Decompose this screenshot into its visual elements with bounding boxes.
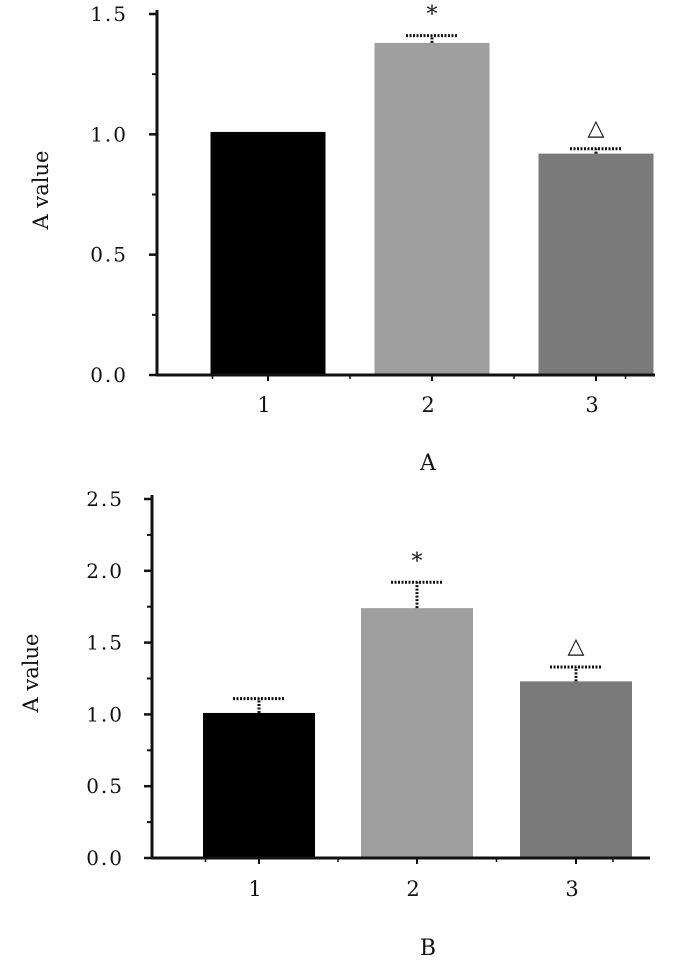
x-tick-label: 3 [565, 877, 578, 901]
significance-mark-3: △ [568, 634, 585, 659]
bar-2 [374, 42, 490, 375]
y-axis-title: A value [29, 151, 53, 231]
bar-1 [203, 712, 315, 858]
panel-label: B [420, 936, 436, 961]
significance-mark-3: △ [588, 116, 605, 141]
bar-1 [210, 131, 326, 375]
bar-3 [520, 681, 632, 858]
y-tick-label: 1.0 [90, 122, 128, 146]
y-axis-title: A value [19, 634, 43, 714]
y-tick-label: 0.5 [90, 243, 128, 267]
chart-panel-b: 1 * 2 △ 3 0.0 0.5 1.0 1.5 2.0 2.5 A value B [19, 487, 650, 961]
y-tick-label: 2.5 [86, 487, 124, 511]
y-tick-label: 0.0 [90, 363, 128, 387]
significance-mark-2: * [427, 3, 438, 28]
y-tick-label: 1.5 [86, 631, 124, 655]
x-tick-label: 1 [248, 877, 261, 901]
x-tick-label: 2 [421, 393, 434, 417]
y-tick-label: 1.5 [90, 2, 128, 26]
chart-panel-a: 1 * 2 △ 3 0.0 0.5 1.0 1.5 A value A [29, 2, 655, 476]
y-tick-label: 0.0 [86, 846, 124, 870]
x-tick-label: 2 [406, 877, 419, 901]
y-tick-label: 1.0 [86, 702, 124, 726]
bar-3 [538, 153, 654, 375]
y-tick-label: 0.5 [86, 774, 124, 798]
bar-2 [361, 608, 473, 858]
y-tick-label: 2.0 [86, 559, 124, 583]
x-tick-label: 1 [257, 393, 270, 417]
panel-label: A [419, 451, 437, 476]
significance-mark-2: * [412, 549, 423, 574]
x-tick-label: 3 [585, 393, 598, 417]
